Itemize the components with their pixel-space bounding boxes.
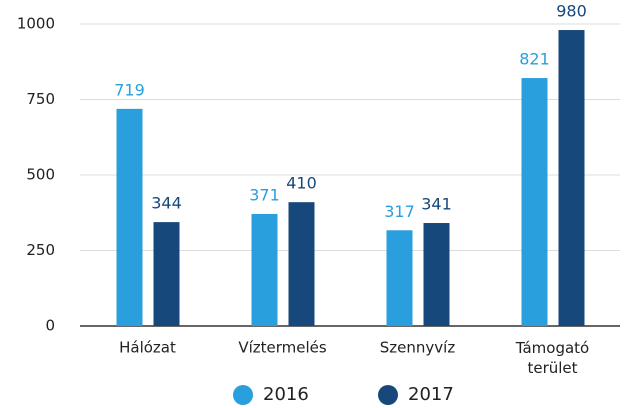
data-label: 410: [286, 174, 317, 193]
legend-label: 2017: [408, 384, 454, 405]
legend-swatch: [378, 385, 398, 405]
data-label: 344: [151, 194, 182, 213]
x-tick-label: Szennyvíz: [380, 339, 456, 357]
y-tick-label: 250: [26, 241, 55, 259]
bar: [153, 222, 180, 326]
y-tick-label: 1000: [17, 15, 55, 33]
data-label: 371: [249, 185, 280, 204]
data-label: 980: [556, 2, 587, 21]
bar: [116, 108, 143, 326]
data-label: 719: [114, 80, 145, 99]
y-tick-label: 0: [45, 317, 55, 335]
bar: [521, 78, 548, 326]
x-tick-label: Víztermelés: [238, 339, 327, 357]
bar: [558, 30, 585, 326]
bar: [386, 230, 413, 326]
data-label: 341: [421, 195, 452, 214]
bar: [288, 202, 315, 326]
data-label: 821: [519, 50, 550, 69]
bar: [251, 213, 278, 326]
x-tick-label: Hálózat: [119, 339, 176, 357]
data-label: 317: [384, 202, 415, 221]
legend-swatch: [233, 385, 253, 405]
bar: [423, 223, 450, 326]
legend-label: 2016: [263, 384, 309, 405]
y-tick-label: 750: [26, 90, 55, 108]
y-tick-label: 500: [26, 166, 55, 184]
x-tick-label: Támogató terület: [515, 339, 589, 377]
